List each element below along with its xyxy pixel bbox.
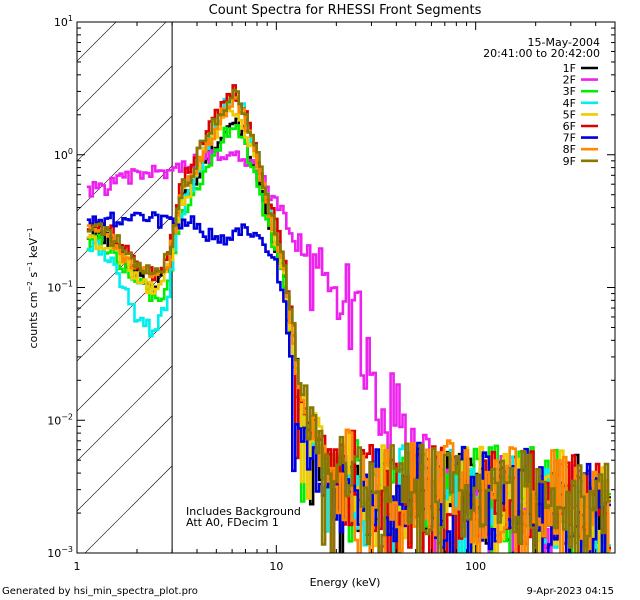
- hatch-line: [77, 0, 172, 11]
- series-line-5f: [86, 104, 611, 553]
- legend-label-3f: 3F: [563, 85, 576, 98]
- hatch-line: [77, 22, 117, 62]
- legend-label-6f: 6F: [563, 120, 576, 133]
- observation-date: 15-May-2004: [528, 36, 600, 49]
- series-line-9f: [86, 88, 611, 553]
- x-axis-label: Energy (keV): [310, 576, 381, 589]
- series-line-8f: [86, 96, 611, 553]
- hatch-line: [77, 365, 173, 462]
- y-axis-label-mid: s: [27, 272, 40, 281]
- y-axis-label: counts cm−2 s−1 keV−1: [26, 227, 40, 348]
- legend-label-8f: 8F: [563, 143, 576, 156]
- hatch-line: [77, 65, 173, 162]
- x-axis: 1 10 100: [74, 22, 616, 573]
- hatch-line: [84, 465, 173, 553]
- legend-label-7f: 7F: [563, 132, 576, 145]
- hatch-line: [77, 415, 173, 512]
- x-tick-label: 1: [74, 560, 81, 573]
- legend-label-5f: 5F: [563, 108, 576, 121]
- y-axis: 10−3 10−2 10−1 100 101: [47, 14, 615, 560]
- hatch-line: [77, 22, 167, 112]
- y-tick-label: 10−2: [47, 412, 73, 427]
- x-tick-label: 100: [465, 560, 486, 573]
- annotation-attenuator: Att A0, FDecim 1: [186, 516, 279, 529]
- chart-title: Count Spectra for RHESSI Front Segments: [209, 3, 482, 18]
- y-tick-label: 10−3: [47, 545, 73, 560]
- y-axis-label-exp1: −2: [26, 281, 34, 291]
- y-axis-label-base: counts cm: [27, 291, 40, 348]
- x-tick-label: 10: [269, 560, 283, 573]
- annotation-background: Includes Background: [186, 505, 301, 518]
- hatch-line: [77, 265, 173, 362]
- y-tick-label: 10−1: [47, 280, 73, 295]
- y-tick-label: 101: [54, 14, 73, 29]
- footer-generated-by: Generated by hsi_min_spectra_plot.pro: [2, 586, 198, 597]
- y-axis-label-tail: keV: [27, 237, 40, 261]
- legend-label-1f: 1F: [563, 62, 576, 75]
- legend-label-9f: 9F: [563, 155, 576, 168]
- y-tick-label: 100: [54, 147, 73, 162]
- observation-time-range: 20:41:00 to 20:42:00: [483, 47, 600, 60]
- footer-timestamp: 9-Apr-2023 04:15: [527, 586, 614, 597]
- y-axis-label-exp2: −1: [26, 262, 34, 272]
- legend-label-4f: 4F: [563, 97, 576, 110]
- series-layer: [86, 84, 611, 553]
- y-axis-label-exp3: −1: [26, 227, 34, 237]
- legend-label-2f: 2F: [563, 74, 576, 87]
